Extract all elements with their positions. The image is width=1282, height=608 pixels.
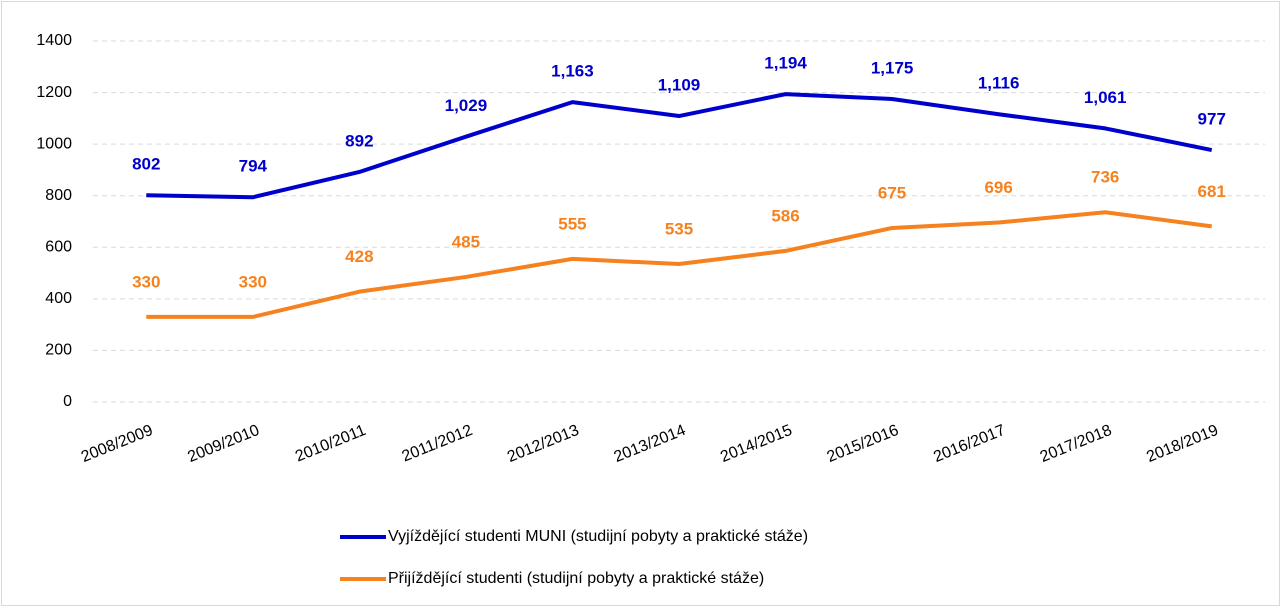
y-tick-label: 1200 — [36, 84, 72, 101]
data-label: 330 — [239, 272, 267, 291]
data-label: 485 — [452, 232, 480, 251]
data-label: 736 — [1091, 168, 1119, 187]
data-label: 681 — [1198, 182, 1226, 201]
y-tick-label: 1000 — [36, 135, 72, 152]
data-label: 1,029 — [445, 96, 488, 115]
data-label: 1,194 — [764, 54, 807, 73]
data-label: 794 — [239, 157, 268, 176]
data-label: 892 — [345, 131, 373, 150]
series-line — [146, 92, 1213, 200]
data-label: 1,061 — [1084, 88, 1127, 107]
data-label: 1,109 — [658, 76, 701, 95]
y-tick-label: 800 — [45, 187, 72, 204]
y-tick-label: 600 — [45, 239, 72, 256]
data-label: 675 — [878, 183, 906, 202]
legend-label: Vyjíždějící studenti MUNI (studijní poby… — [388, 528, 808, 545]
data-label: 1,163 — [551, 62, 594, 81]
data-label: 977 — [1198, 110, 1226, 129]
data-label: 555 — [558, 214, 586, 233]
y-tick-label: 1400 — [36, 32, 72, 49]
data-label: 1,116 — [978, 74, 1020, 93]
data-label: 1,175 — [871, 59, 914, 78]
series-line — [146, 210, 1212, 319]
data-label: 330 — [132, 272, 160, 291]
data-label: 428 — [345, 247, 373, 266]
legend-label: Přijíždějící studenti (studijní pobyty a… — [388, 570, 764, 587]
data-label: 535 — [665, 220, 693, 239]
data-label: 696 — [984, 178, 1012, 197]
data-label: 802 — [132, 155, 160, 174]
y-tick-label: 200 — [45, 342, 72, 359]
data-label: 586 — [771, 206, 799, 225]
y-tick-label: 400 — [45, 290, 72, 307]
y-tick-label: 0 — [63, 393, 72, 410]
